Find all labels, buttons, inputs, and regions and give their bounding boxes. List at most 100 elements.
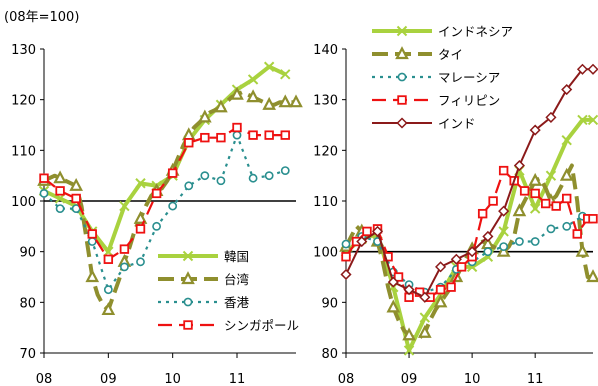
data-point [246,89,260,103]
data-point [529,124,541,136]
data-point [561,134,572,146]
data-point [456,262,467,272]
data-point [152,221,161,231]
y-tick-label: 130 [11,43,36,58]
data-point [545,170,557,181]
y-tick-label: 100 [11,195,36,210]
data-point [551,201,561,211]
data-point [87,229,97,239]
legend-label: 韓国 [224,249,249,264]
data-point [545,111,557,123]
data-point [85,269,100,283]
data-point [214,99,228,113]
data-point [289,94,303,108]
data-point [371,225,384,237]
y-tick-label: 80 [321,347,338,362]
data-point [515,237,524,246]
legend-label: インド [438,116,476,131]
data-point [446,282,456,292]
data-point [230,86,244,100]
legend-label: シンガポール [224,318,299,333]
data-point [572,229,582,239]
data-point [576,63,589,75]
data-point [151,188,162,199]
data-point [562,221,572,231]
data-point [387,276,399,288]
data-point [488,196,498,206]
data-point [586,269,598,283]
data-point [419,312,431,323]
data-point [198,109,212,123]
data-point [519,186,530,196]
y-tick-label: 70 [19,347,36,362]
x-tick-label: 10 [464,372,481,386]
unit-label: (08年=100) [4,10,79,25]
data-point [248,130,258,140]
data-point [498,205,510,217]
data-point [386,299,401,313]
series-5 [340,63,598,303]
data-point [280,69,291,80]
data-point [200,171,210,181]
data-point [216,176,226,186]
x-tick-label: 11 [229,372,246,386]
data-point [435,261,447,273]
data-point [168,201,178,211]
data-point [512,203,527,217]
data-point [232,122,242,133]
legend-marker [397,95,407,105]
data-point [264,130,274,140]
legend-marker [396,117,408,129]
data-point [200,132,210,143]
data-point [184,138,194,148]
data-point [498,165,509,176]
data-point [466,246,478,258]
x-tick-label: 11 [527,372,544,386]
data-point [402,327,416,341]
data-point [561,83,573,96]
data-point [341,252,351,262]
y-tick-label: 140 [313,43,338,58]
series-line [345,169,593,299]
series-3 [39,130,290,295]
data-point [587,63,598,75]
series-4 [39,122,290,264]
data-point [55,204,65,213]
legend-marker [182,250,194,262]
data-point [55,186,65,196]
y-tick-label: 80 [19,296,36,311]
data-point [577,114,588,126]
data-point [53,170,67,184]
data-point [482,230,494,243]
data-point [248,173,258,183]
data-point [103,254,114,264]
data-point [528,172,542,186]
data-point [433,294,448,308]
data-point [562,193,572,204]
data-point [587,114,598,126]
x-tick-label: 10 [164,372,181,386]
data-point [264,171,274,181]
legend-label: マレーシア [438,70,500,85]
series-line [43,134,286,291]
data-point [167,168,178,178]
data-point [278,94,293,108]
data-point [135,224,146,234]
legend-marker [396,25,408,37]
y-tick-label: 90 [321,296,338,311]
data-point [119,200,130,212]
data-point [247,74,259,85]
legend-marker [397,72,407,82]
series-2 [37,86,303,316]
data-point [39,188,49,198]
data-point [133,210,148,224]
x-tick-label: 08 [338,372,355,386]
data-point [120,262,129,272]
data-point [232,130,242,140]
data-point [39,173,49,183]
data-point [280,166,290,175]
data-point [263,61,275,72]
legend-marker [183,320,193,330]
